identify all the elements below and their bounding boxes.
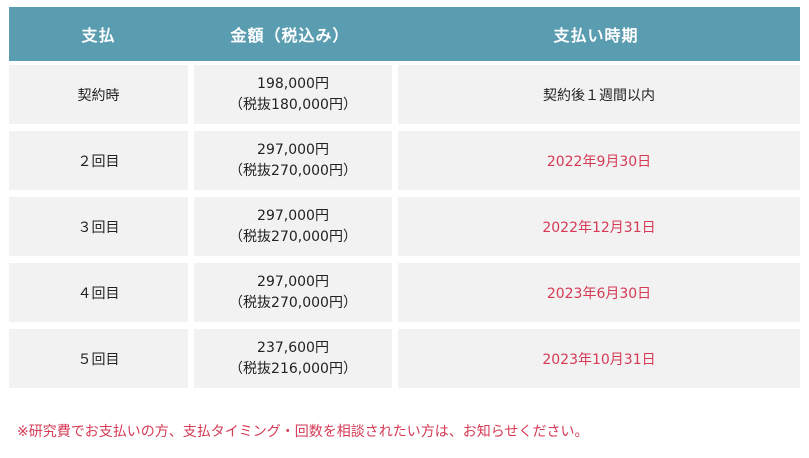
payment-timing: 契約後１週間以内 <box>398 65 800 124</box>
table-row: ５回目 237,600円 （税抜216,000円） 2023年10月31日 <box>9 329 800 388</box>
payment-date: 2023年6月30日 <box>398 263 800 322</box>
amount-cell: 198,000円 （税抜180,000円） <box>194 65 392 124</box>
payment-date: 2023年10月31日 <box>398 329 800 388</box>
amount-cell: 297,000円 （税抜270,000円） <box>194 197 392 256</box>
header-payment: 支払 <box>81 26 116 45</box>
payment-date: 2022年12月31日 <box>398 197 800 256</box>
amount-cell: 297,000円 （税抜270,000円） <box>194 263 392 322</box>
payment-label: 契約時 <box>9 65 188 124</box>
table-row: 契約時 198,000円 （税抜180,000円） 契約後１週間以内 <box>9 65 800 124</box>
amount-cell: 297,000円 （税抜270,000円） <box>194 131 392 190</box>
amount-excl-tax: （税抜270,000円） <box>229 228 357 245</box>
amount-excl-tax: （税抜180,000円） <box>229 96 357 113</box>
payment-label: ３回目 <box>9 197 188 256</box>
amount-excl-tax: （税抜216,000円） <box>229 360 357 377</box>
amount-incl-tax: 198,000円 <box>257 75 329 92</box>
table-row: ３回目 297,000円 （税抜270,000円） 2022年12月31日 <box>9 197 800 256</box>
amount-incl-tax: 297,000円 <box>257 273 329 290</box>
payment-label: ４回目 <box>9 263 188 322</box>
amount-excl-tax: （税抜270,000円） <box>229 162 357 179</box>
footnote: ※研究費でお支払いの方、支払タイミング・回数を相談されたい方は、お知らせください… <box>17 424 589 440</box>
amount-incl-tax: 297,000円 <box>257 207 329 224</box>
amount-incl-tax: 237,600円 <box>257 339 329 356</box>
table-header: 支払 金額（税込み） 支払い時期 <box>9 7 800 61</box>
table-row: ４回目 297,000円 （税抜270,000円） 2023年6月30日 <box>9 263 800 322</box>
amount-incl-tax: 297,000円 <box>257 141 329 158</box>
header-timing: 支払い時期 <box>553 26 639 45</box>
amount-excl-tax: （税抜270,000円） <box>229 294 357 311</box>
payment-date: 2022年9月30日 <box>398 131 800 190</box>
header-amount: 金額（税込み） <box>230 26 350 45</box>
table-row: ２回目 297,000円 （税抜270,000円） 2022年9月30日 <box>9 131 800 190</box>
payment-label: ５回目 <box>9 329 188 388</box>
amount-cell: 237,600円 （税抜216,000円） <box>194 329 392 388</box>
payment-schedule-table: 支払 金額（税込み） 支払い時期 契約時 198,000円 （税抜180,000… <box>9 7 800 388</box>
payment-label: ２回目 <box>9 131 188 190</box>
